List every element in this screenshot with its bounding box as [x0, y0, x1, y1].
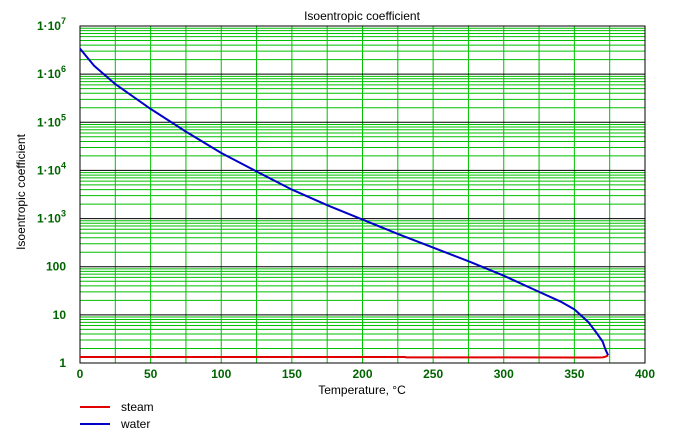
plot-frame [79, 25, 646, 364]
legend: steam water [80, 400, 154, 431]
y-tick-label: 10 [53, 308, 67, 322]
y-tick-label: 1·105 [37, 112, 66, 129]
x-tick-label: 150 [282, 367, 302, 381]
x-tick-label: 100 [211, 367, 231, 381]
x-tick-label: 50 [144, 367, 158, 381]
x-tick-labels: 0 50 100 150 200 250 300 350 400 [77, 367, 656, 381]
x-tick-label: 350 [564, 367, 584, 381]
x-axis-label: Temperature, °C [318, 383, 406, 397]
chart-title: Isoentropic coefficient [304, 9, 421, 23]
grid-minor [80, 26, 645, 363]
series-line-water [79, 47, 610, 356]
y-tick-label: 1·106 [37, 64, 66, 81]
y-tick-label: 100 [46, 260, 66, 274]
legend-label-water: water [120, 417, 150, 431]
x-tick-label: 200 [352, 367, 372, 381]
y-tick-label: 1·103 [37, 209, 66, 226]
series-line-steam [80, 354, 609, 359]
series-layer [79, 47, 610, 359]
y-axis-label: Isoentropic coefficient [14, 133, 28, 250]
y-tick-label: 1·107 [37, 16, 66, 33]
legend-label-steam: steam [121, 400, 154, 414]
y-tick-label: 1 [59, 356, 66, 370]
y-tick-labels: 1 10 100 1·103 1·104 1·105 1·106 1·107 [37, 16, 66, 370]
x-tick-label: 300 [494, 367, 514, 381]
x-tick-label: 0 [77, 367, 84, 381]
x-tick-label: 400 [635, 367, 655, 381]
x-tick-label: 250 [423, 367, 443, 381]
y-tick-label: 1·104 [37, 160, 66, 177]
